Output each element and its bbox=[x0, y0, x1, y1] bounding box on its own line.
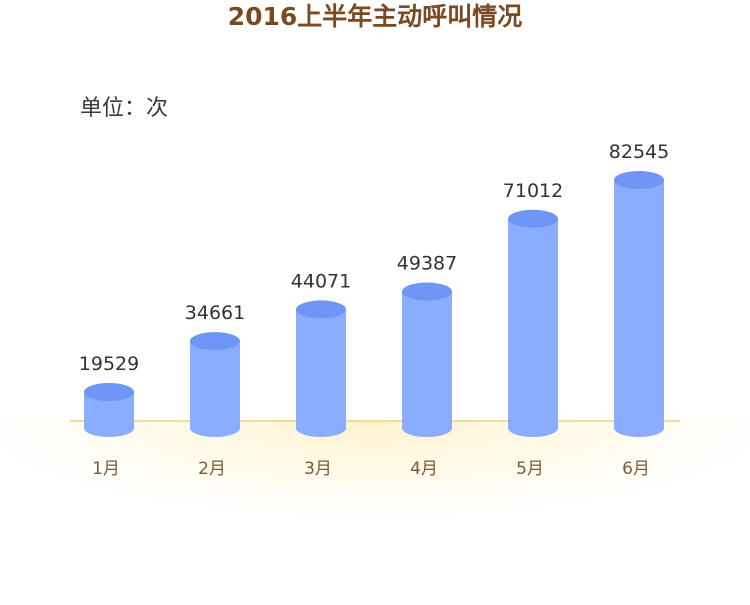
bar bbox=[296, 300, 346, 437]
data-label: 44071 bbox=[291, 270, 351, 292]
bar bbox=[508, 209, 558, 437]
bar-bottom bbox=[190, 419, 240, 437]
data-label: 49387 bbox=[397, 253, 457, 275]
data-label: 71012 bbox=[503, 180, 563, 202]
bar-top bbox=[84, 383, 134, 401]
bar bbox=[84, 383, 134, 437]
x-tick-label: 5月 bbox=[516, 459, 544, 479]
x-tick-label: 3月 bbox=[304, 459, 332, 479]
bar-top bbox=[614, 171, 664, 189]
bar-top bbox=[296, 300, 346, 319]
x-tick-label: 1月 bbox=[92, 459, 120, 479]
bar bbox=[402, 282, 452, 437]
unit-label: 单位：次 bbox=[80, 96, 169, 121]
baseline-glow bbox=[0, 421, 750, 605]
x-tick-label: 6月 bbox=[622, 459, 650, 479]
bar-bottom bbox=[614, 419, 664, 437]
x-tick-label: 4月 bbox=[410, 459, 438, 479]
chart-title: 2016上半年主动呼叫情况 bbox=[227, 2, 523, 31]
bar-top bbox=[190, 332, 240, 351]
bar bbox=[190, 332, 240, 437]
x-tick-label: 2月 bbox=[198, 459, 226, 479]
data-label: 82545 bbox=[609, 141, 669, 163]
bar-body bbox=[614, 180, 664, 428]
bar-top bbox=[508, 209, 558, 228]
bar-body bbox=[190, 341, 240, 428]
bar-bottom bbox=[296, 419, 346, 437]
data-label: 19529 bbox=[79, 353, 139, 375]
bar-top bbox=[402, 282, 452, 301]
bar bbox=[614, 171, 664, 437]
data-label: 34661 bbox=[185, 302, 245, 324]
bar-body bbox=[296, 309, 346, 428]
bar-bottom bbox=[84, 419, 134, 437]
bar-body bbox=[402, 291, 452, 428]
bar-body bbox=[508, 218, 558, 428]
bar-bottom bbox=[508, 419, 558, 437]
bar-bottom bbox=[402, 419, 452, 437]
